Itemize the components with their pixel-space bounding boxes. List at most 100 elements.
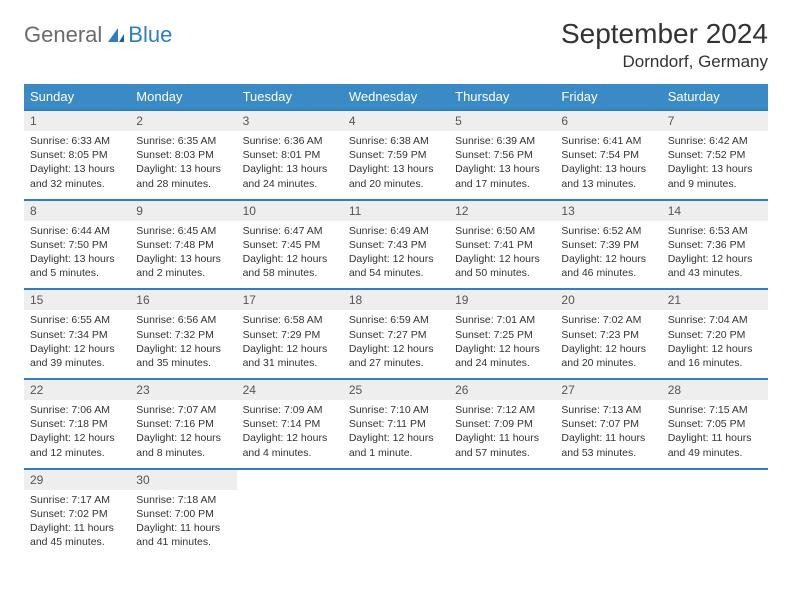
sunset-line: Sunset: 7:48 PM (136, 238, 230, 252)
sunset-line: Sunset: 7:05 PM (668, 417, 762, 431)
day-cell: 16Sunrise: 6:56 AMSunset: 7:32 PMDayligh… (130, 288, 236, 378)
daylight-line: Daylight: 12 hours and 31 minutes. (243, 342, 337, 370)
sunset-line: Sunset: 7:23 PM (561, 328, 655, 342)
day-content: Sunrise: 7:02 AMSunset: 7:23 PMDaylight:… (555, 310, 661, 378)
day-content: Sunrise: 6:36 AMSunset: 8:01 PMDaylight:… (237, 131, 343, 199)
day-content: Sunrise: 6:42 AMSunset: 7:52 PMDaylight:… (662, 131, 768, 199)
sunrise-line: Sunrise: 7:17 AM (30, 493, 124, 507)
day-number: 17 (237, 290, 343, 310)
day-number: 21 (662, 290, 768, 310)
sunrise-line: Sunrise: 6:59 AM (349, 313, 443, 327)
day-content: Sunrise: 6:33 AMSunset: 8:05 PMDaylight:… (24, 131, 130, 199)
daylight-line: Daylight: 12 hours and 39 minutes. (30, 342, 124, 370)
day-cell: . (662, 468, 768, 558)
day-number: 8 (24, 201, 130, 221)
sunrise-line: Sunrise: 7:18 AM (136, 493, 230, 507)
day-content: Sunrise: 6:55 AMSunset: 7:34 PMDaylight:… (24, 310, 130, 378)
sunrise-line: Sunrise: 6:47 AM (243, 224, 337, 238)
day-header: Thursday (449, 84, 555, 109)
day-cell: 21Sunrise: 7:04 AMSunset: 7:20 PMDayligh… (662, 288, 768, 378)
sunset-line: Sunset: 7:09 PM (455, 417, 549, 431)
day-content: Sunrise: 6:50 AMSunset: 7:41 PMDaylight:… (449, 221, 555, 289)
day-content: Sunrise: 6:41 AMSunset: 7:54 PMDaylight:… (555, 131, 661, 199)
sunset-line: Sunset: 7:41 PM (455, 238, 549, 252)
sunrise-line: Sunrise: 7:06 AM (30, 403, 124, 417)
sunset-line: Sunset: 7:20 PM (668, 328, 762, 342)
daylight-line: Daylight: 11 hours and 41 minutes. (136, 521, 230, 549)
day-header: Sunday (24, 84, 130, 109)
sunset-line: Sunset: 7:07 PM (561, 417, 655, 431)
week-row: 29Sunrise: 7:17 AMSunset: 7:02 PMDayligh… (24, 468, 768, 558)
week-row: 1Sunrise: 6:33 AMSunset: 8:05 PMDaylight… (24, 109, 768, 199)
day-content: Sunrise: 6:44 AMSunset: 7:50 PMDaylight:… (24, 221, 130, 289)
day-cell: 18Sunrise: 6:59 AMSunset: 7:27 PMDayligh… (343, 288, 449, 378)
day-content: Sunrise: 6:35 AMSunset: 8:03 PMDaylight:… (130, 131, 236, 199)
day-header: Saturday (662, 84, 768, 109)
daylight-line: Daylight: 13 hours and 13 minutes. (561, 162, 655, 190)
sunrise-line: Sunrise: 6:52 AM (561, 224, 655, 238)
sunset-line: Sunset: 7:27 PM (349, 328, 443, 342)
day-content: Sunrise: 7:10 AMSunset: 7:11 PMDaylight:… (343, 400, 449, 468)
daylight-line: Daylight: 13 hours and 17 minutes. (455, 162, 549, 190)
daylight-line: Daylight: 11 hours and 53 minutes. (561, 431, 655, 459)
daylight-line: Daylight: 12 hours and 24 minutes. (455, 342, 549, 370)
day-number: 10 (237, 201, 343, 221)
day-cell: . (449, 468, 555, 558)
day-number: 28 (662, 380, 768, 400)
day-content: Sunrise: 6:38 AMSunset: 7:59 PMDaylight:… (343, 131, 449, 199)
day-content: Sunrise: 6:56 AMSunset: 7:32 PMDaylight:… (130, 310, 236, 378)
day-cell: 8Sunrise: 6:44 AMSunset: 7:50 PMDaylight… (24, 199, 130, 289)
day-cell: 2Sunrise: 6:35 AMSunset: 8:03 PMDaylight… (130, 109, 236, 199)
day-number: 22 (24, 380, 130, 400)
day-header: Monday (130, 84, 236, 109)
day-number: 13 (555, 201, 661, 221)
day-cell: 17Sunrise: 6:58 AMSunset: 7:29 PMDayligh… (237, 288, 343, 378)
day-cell: 4Sunrise: 6:38 AMSunset: 7:59 PMDaylight… (343, 109, 449, 199)
daylight-line: Daylight: 13 hours and 9 minutes. (668, 162, 762, 190)
day-number: 30 (130, 470, 236, 490)
daylight-line: Daylight: 11 hours and 49 minutes. (668, 431, 762, 459)
daylight-line: Daylight: 12 hours and 20 minutes. (561, 342, 655, 370)
day-content: Sunrise: 6:53 AMSunset: 7:36 PMDaylight:… (662, 221, 768, 289)
day-cell: 12Sunrise: 6:50 AMSunset: 7:41 PMDayligh… (449, 199, 555, 289)
day-number: 29 (24, 470, 130, 490)
day-cell: 7Sunrise: 6:42 AMSunset: 7:52 PMDaylight… (662, 109, 768, 199)
sunset-line: Sunset: 8:01 PM (243, 148, 337, 162)
day-cell: 30 Sunrise: 7:18 AMSunset: 7:00 PMDayligh… (130, 468, 236, 558)
day-number: 9 (130, 201, 236, 221)
calendar-body: 1Sunrise: 6:33 AMSunset: 8:05 PMDaylight… (24, 109, 768, 557)
day-content: Sunrise: 7:17 AMSunset: 7:02 PMDaylight:… (24, 490, 130, 558)
day-cell: 3Sunrise: 6:36 AMSunset: 8:01 PMDaylight… (237, 109, 343, 199)
sunrise-line: Sunrise: 7:01 AM (455, 313, 549, 327)
week-row: 22Sunrise: 7:06 AMSunset: 7:18 PMDayligh… (24, 378, 768, 468)
day-number: 26 (449, 380, 555, 400)
day-content: Sunrise: 7:01 AMSunset: 7:25 PMDaylight:… (449, 310, 555, 378)
day-cell: 29Sunrise: 7:17 AMSunset: 7:02 PMDayligh… (24, 468, 130, 558)
header: General Blue September 2024 Dorndorf, Ge… (24, 18, 768, 72)
sunset-line: Sunset: 7:29 PM (243, 328, 337, 342)
sunset-line: Sunset: 7:00 PM (136, 507, 230, 521)
day-number: 12 (449, 201, 555, 221)
daylight-line: Daylight: 12 hours and 27 minutes. (349, 342, 443, 370)
day-cell: 1Sunrise: 6:33 AMSunset: 8:05 PMDaylight… (24, 109, 130, 199)
logo-text-general: General (24, 22, 102, 48)
day-content: Sunrise: 6:45 AMSunset: 7:48 PMDaylight:… (130, 221, 236, 289)
sunrise-line: Sunrise: 6:36 AM (243, 134, 337, 148)
day-cell: . (343, 468, 449, 558)
sunrise-line: Sunrise: 7:12 AM (455, 403, 549, 417)
daylight-line: Daylight: 12 hours and 50 minutes. (455, 252, 549, 280)
day-number: 14 (662, 201, 768, 221)
day-cell: . (237, 468, 343, 558)
sunrise-line: Sunrise: 7:09 AM (243, 403, 337, 417)
sunset-line: Sunset: 7:14 PM (243, 417, 337, 431)
day-content: Sunrise: 7:12 AMSunset: 7:09 PMDaylight:… (449, 400, 555, 468)
day-number: 5 (449, 111, 555, 131)
sunrise-line: Sunrise: 6:49 AM (349, 224, 443, 238)
sunrise-line: Sunrise: 6:41 AM (561, 134, 655, 148)
daylight-line: Daylight: 13 hours and 5 minutes. (30, 252, 124, 280)
sunset-line: Sunset: 7:45 PM (243, 238, 337, 252)
sunset-line: Sunset: 7:34 PM (30, 328, 124, 342)
title-block: September 2024 Dorndorf, Germany (561, 18, 768, 72)
sunrise-line: Sunrise: 6:33 AM (30, 134, 124, 148)
sunset-line: Sunset: 7:11 PM (349, 417, 443, 431)
